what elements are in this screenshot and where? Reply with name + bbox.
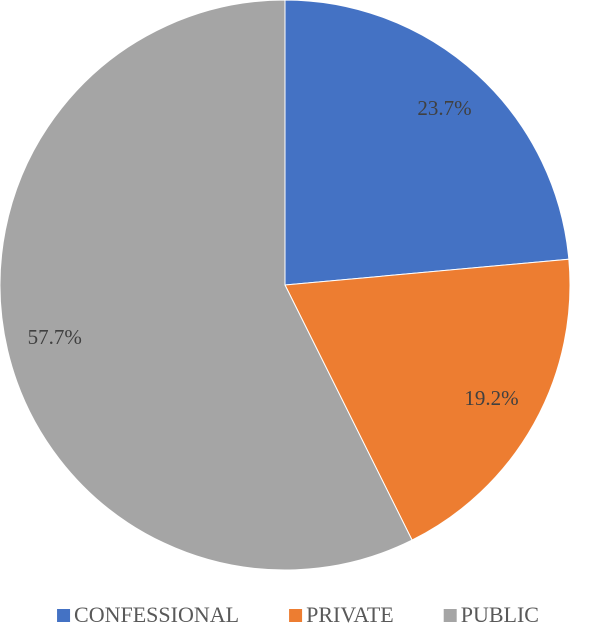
legend-swatch	[289, 609, 303, 622]
pie-slice	[0, 0, 413, 571]
legend-label: PUBLIC	[461, 602, 539, 627]
legend-label: CONFESSIONAL	[74, 602, 239, 627]
data-label: 57.7%	[28, 325, 82, 349]
legend-swatch	[57, 609, 71, 622]
legend-swatch	[443, 609, 457, 622]
pie-slice	[284, 258, 571, 541]
data-label: 23.7%	[417, 96, 471, 120]
legend-label: PRIVATE	[306, 602, 394, 627]
data-label: 19.2%	[464, 386, 518, 410]
pie-slice	[284, 0, 570, 286]
